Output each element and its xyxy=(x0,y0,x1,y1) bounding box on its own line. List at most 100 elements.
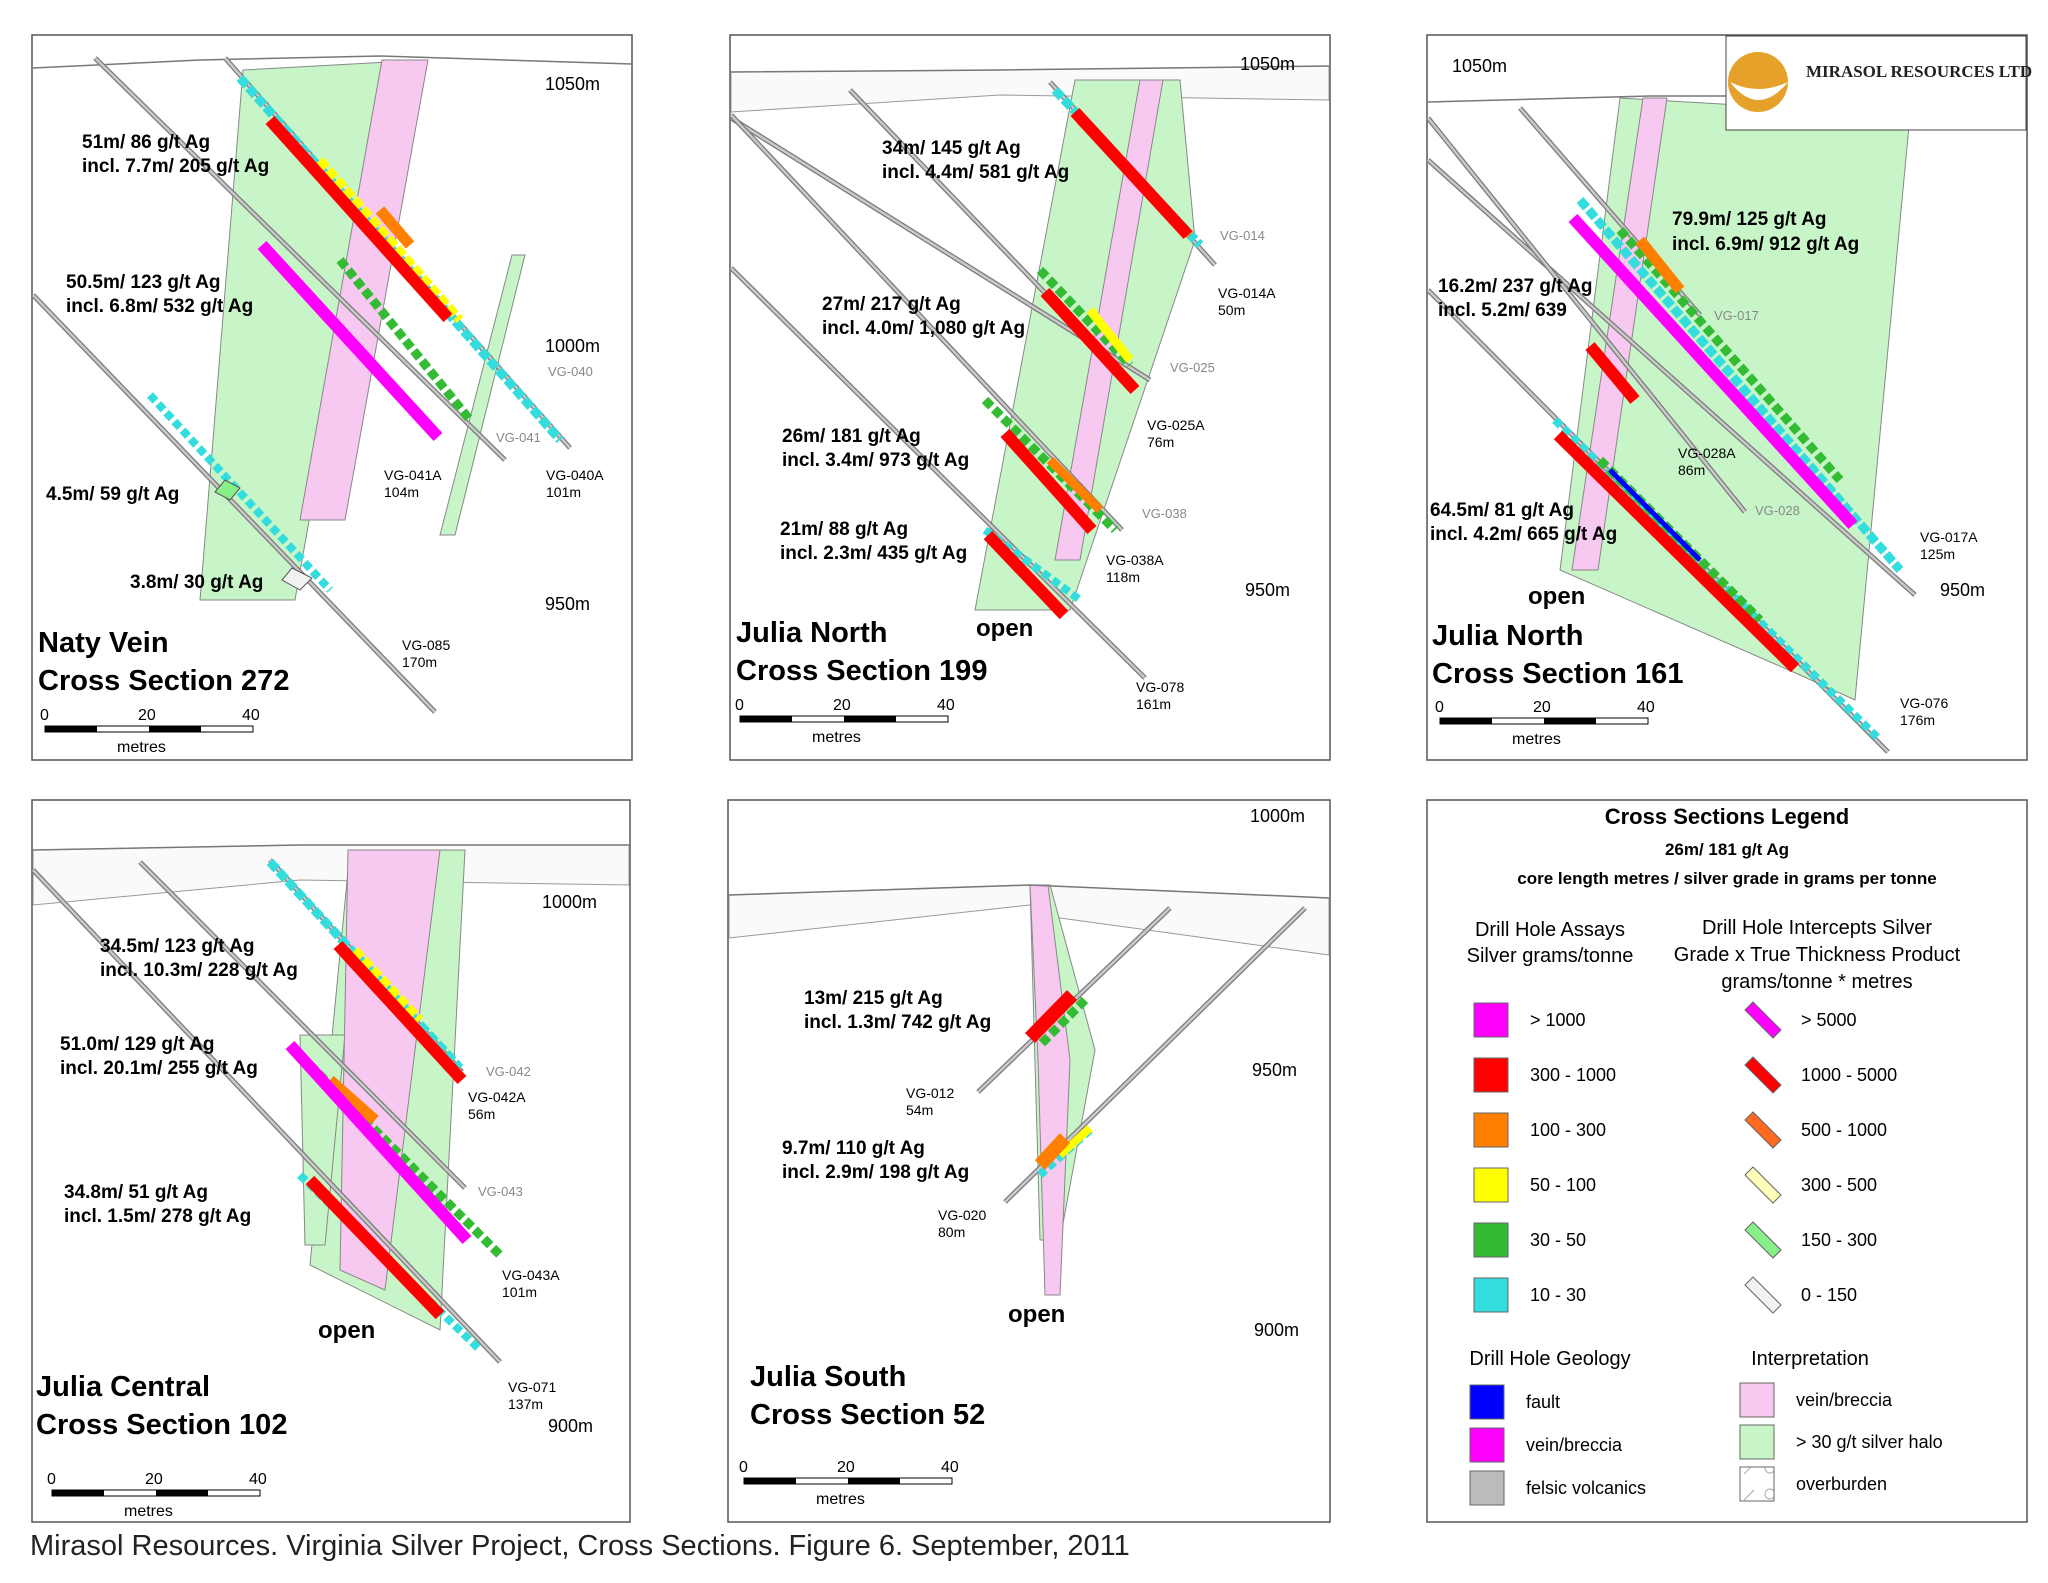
drill-hole-length: 118m xyxy=(1106,569,1140,585)
assay-legend-swatch xyxy=(1473,1057,1509,1093)
company-logo: MIRASOL RESOURCES LTD xyxy=(1725,35,2032,131)
scale-bar: 0 20 40 metres xyxy=(47,1471,267,1520)
intercept-label: 51.0m/ 129 g/t Ag xyxy=(60,1034,215,1055)
elevation-label: 1000m xyxy=(545,336,600,356)
drill-hole-length: 101m xyxy=(546,484,581,500)
interpretation-legend-swatch xyxy=(1739,1382,1775,1418)
drill-hole-id: VG-028 xyxy=(1755,503,1800,518)
intercept-label: incl. 6.8m/ 532 g/t Ag xyxy=(66,296,253,317)
drill-hole-id: VG-041 xyxy=(496,430,541,445)
interpretation-legend-list: vein/breccia > 30 g/t silver halo overburd… xyxy=(1739,1382,1943,1502)
intercept-label: incl. 20.1m/ 255 g/t Ag xyxy=(60,1058,258,1079)
elevation-label: 1050m xyxy=(545,74,600,94)
elevation-label: 1000m xyxy=(1250,806,1305,826)
interpretation-heading: Interpretation xyxy=(1751,1348,1869,1370)
drill-hole-id: VG-078 xyxy=(1136,679,1184,695)
silver-halo xyxy=(439,254,526,536)
intercept-bar xyxy=(257,240,443,442)
drill-hole-id: VG-025 xyxy=(1170,360,1215,375)
intercept-bar xyxy=(1568,213,1858,530)
assay-legend-label: 30 - 50 xyxy=(1530,1230,1586,1250)
scale-tick: 40 xyxy=(937,697,955,714)
elevation-label: 950m xyxy=(1245,580,1290,600)
drill-hole-length: 76m xyxy=(1147,434,1174,450)
intercept-label: incl. 6.9m/ 912 g/t Ag xyxy=(1672,234,1859,255)
drill-hole-id: VG-020 xyxy=(938,1207,986,1223)
figure-caption: Mirasol Resources. Virginia Silver Proje… xyxy=(30,1530,1130,1562)
interpretation-legend-label: overburden xyxy=(1796,1474,1887,1494)
legend-example-desc: core length metres / silver grade in gra… xyxy=(1517,869,1936,888)
intercept-label: 4.5m/ 59 g/t Ag xyxy=(46,484,179,505)
open-label: open xyxy=(976,615,1033,642)
intercept-label: 79.9m/ 125 g/t Ag xyxy=(1672,209,1827,230)
assays-heading: Silver grams/tonne xyxy=(1467,945,1634,967)
interpretation-legend-label: vein/breccia xyxy=(1796,1390,1893,1410)
drill-hole-id: VG-040 xyxy=(548,364,593,379)
intercept-bar xyxy=(1585,342,1640,404)
geology-heading: Drill Hole Geology xyxy=(1469,1348,1630,1370)
intercept-label: incl. 4.0m/ 1,080 g/t Ag xyxy=(822,318,1025,339)
intercept-label: incl. 4.4m/ 581 g/t Ag xyxy=(882,162,1069,183)
scale-tick: 40 xyxy=(941,1459,959,1476)
legend-example: 26m/ 181 g/t Ag xyxy=(1665,840,1789,859)
intercept-bar xyxy=(214,479,241,501)
drill-hole-id: VG-014A xyxy=(1218,285,1276,301)
drill-hole-length: 176m xyxy=(1900,712,1935,728)
intercept-label: incl. 1.5m/ 278 g/t Ag xyxy=(64,1206,251,1227)
elevation-label: 1050m xyxy=(1452,56,1507,76)
panel-julia-north-199: 34m/ 145 g/t Ag incl. 4.4m/ 581 g/t Ag 2… xyxy=(729,34,1331,761)
scale-unit: metres xyxy=(812,729,861,746)
drill-hole-id: VG-041A xyxy=(384,467,442,483)
assay-legend-swatch xyxy=(1473,1112,1509,1148)
scale-tick: 40 xyxy=(249,1471,267,1488)
intercepts-heading: Grade x True Thickness Product xyxy=(1674,944,1961,966)
intercept-legend-label: 1000 - 5000 xyxy=(1801,1065,1897,1085)
intercept-legend-swatch xyxy=(1744,1166,1782,1204)
intercept-label: incl. 1.3m/ 742 g/t Ag xyxy=(804,1012,991,1033)
panel-naty-vein: 51m/ 86 g/t Ag incl. 7.7m/ 205 g/t Ag 50… xyxy=(31,34,633,761)
intercept-bar xyxy=(1070,107,1193,240)
scale-bar: 0 20 40 metres xyxy=(735,697,955,746)
intercept-label: 21m/ 88 g/t Ag xyxy=(780,519,908,540)
panel-julia-central-102: 34.5m/ 123 g/t Ag incl. 10.3m/ 228 g/t A… xyxy=(31,799,631,1523)
intercept-label: 64.5m/ 81 g/t Ag xyxy=(1430,500,1574,521)
assay-segments xyxy=(1036,996,1093,1178)
intercept-bar xyxy=(1024,990,1078,1043)
open-label: open xyxy=(1528,583,1585,610)
assay-legend-label: 50 - 100 xyxy=(1530,1175,1596,1195)
interpretation-legend-swatch xyxy=(1739,1424,1775,1460)
drill-hole-length: 50m xyxy=(1218,302,1245,318)
ground-surface xyxy=(32,844,629,851)
intercept-label: incl. 2.3m/ 435 g/t Ag xyxy=(780,543,967,564)
intercept-bar xyxy=(983,530,1069,620)
section-title: Naty Vein xyxy=(38,627,169,659)
drill-hole-id: VG-040A xyxy=(546,467,604,483)
interpretation-legend-label: > 30 g/t silver halo xyxy=(1796,1432,1943,1452)
scale-tick: 20 xyxy=(145,1471,163,1488)
intercept-legend-label: > 5000 xyxy=(1801,1010,1857,1030)
intercept-legend-label: 500 - 1000 xyxy=(1801,1120,1887,1140)
intercept-bar xyxy=(281,567,313,591)
panel-julia-south-52: 13m/ 215 g/t Ag incl. 1.3m/ 742 g/t Ag 9… xyxy=(727,799,1331,1523)
drill-hole-id: VG-025A xyxy=(1147,417,1205,433)
section-subtitle: Cross Section 199 xyxy=(736,655,987,687)
scale-unit: metres xyxy=(1512,731,1561,748)
ground-surface xyxy=(728,884,1330,899)
section-title: Julia South xyxy=(750,1361,906,1393)
section-subtitle: Cross Section 161 xyxy=(1432,658,1683,690)
drill-hole-id: VG-038A xyxy=(1106,552,1164,568)
drill-hole-length: 101m xyxy=(502,1284,537,1300)
intercept-label: 50.5m/ 123 g/t Ag xyxy=(66,272,221,293)
intercept-legend-swatch xyxy=(1744,1221,1782,1259)
drill-hole-id: VG-043A xyxy=(502,1267,560,1283)
intercept-label: 51m/ 86 g/t Ag xyxy=(82,132,210,153)
intercepts-heading: Drill Hole Intercepts Silver xyxy=(1702,917,1932,939)
intercept-legend-swatch xyxy=(1744,1276,1782,1314)
elevation-label: 950m xyxy=(1940,580,1985,600)
scale-tick: 40 xyxy=(242,707,260,724)
drill-hole-length: 137m xyxy=(508,1396,543,1412)
drill-hole-id: VG-038 xyxy=(1142,506,1187,521)
intercept-label: 34.5m/ 123 g/t Ag xyxy=(100,936,255,957)
intercept-label: incl. 5.2m/ 639 xyxy=(1438,300,1567,321)
geology-legend-swatch xyxy=(1469,1384,1505,1420)
